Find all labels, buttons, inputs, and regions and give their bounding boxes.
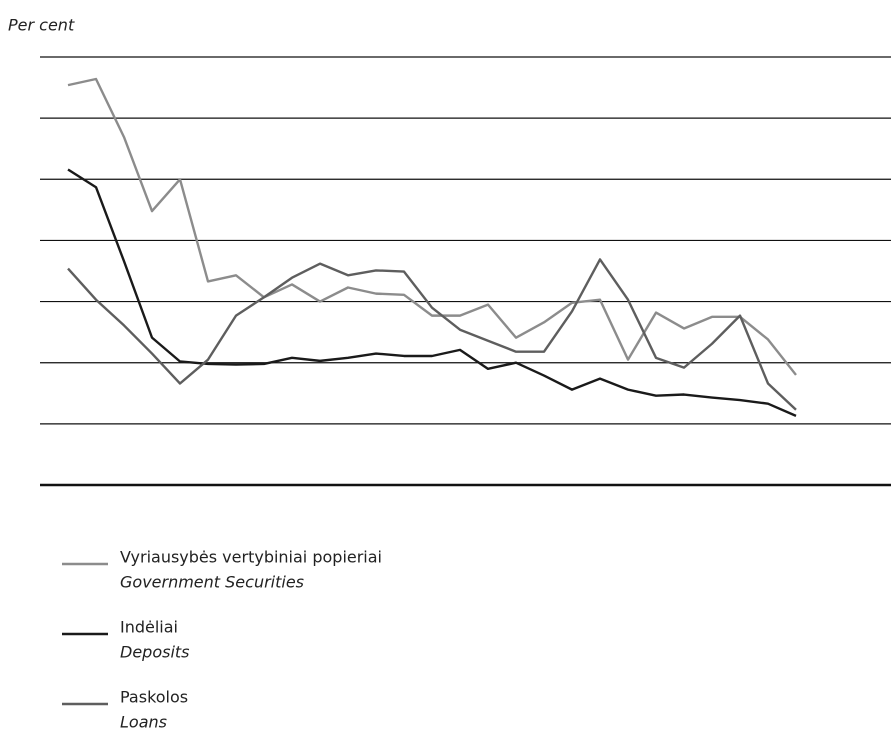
data-line xyxy=(67,168,797,418)
data-line xyxy=(67,258,797,411)
legend-label: Vyriausybės vertybiniai popieriai xyxy=(120,548,382,567)
legend-label-en: Loans xyxy=(120,713,167,732)
data-line xyxy=(67,77,797,376)
legend-label: Paskolos xyxy=(120,688,188,707)
legend-label-en: Government Securities xyxy=(120,573,304,592)
legend-label: Indėliai xyxy=(120,618,178,637)
y-axis-label: Per cent xyxy=(8,16,75,35)
legend-label-en: Deposits xyxy=(120,643,190,662)
